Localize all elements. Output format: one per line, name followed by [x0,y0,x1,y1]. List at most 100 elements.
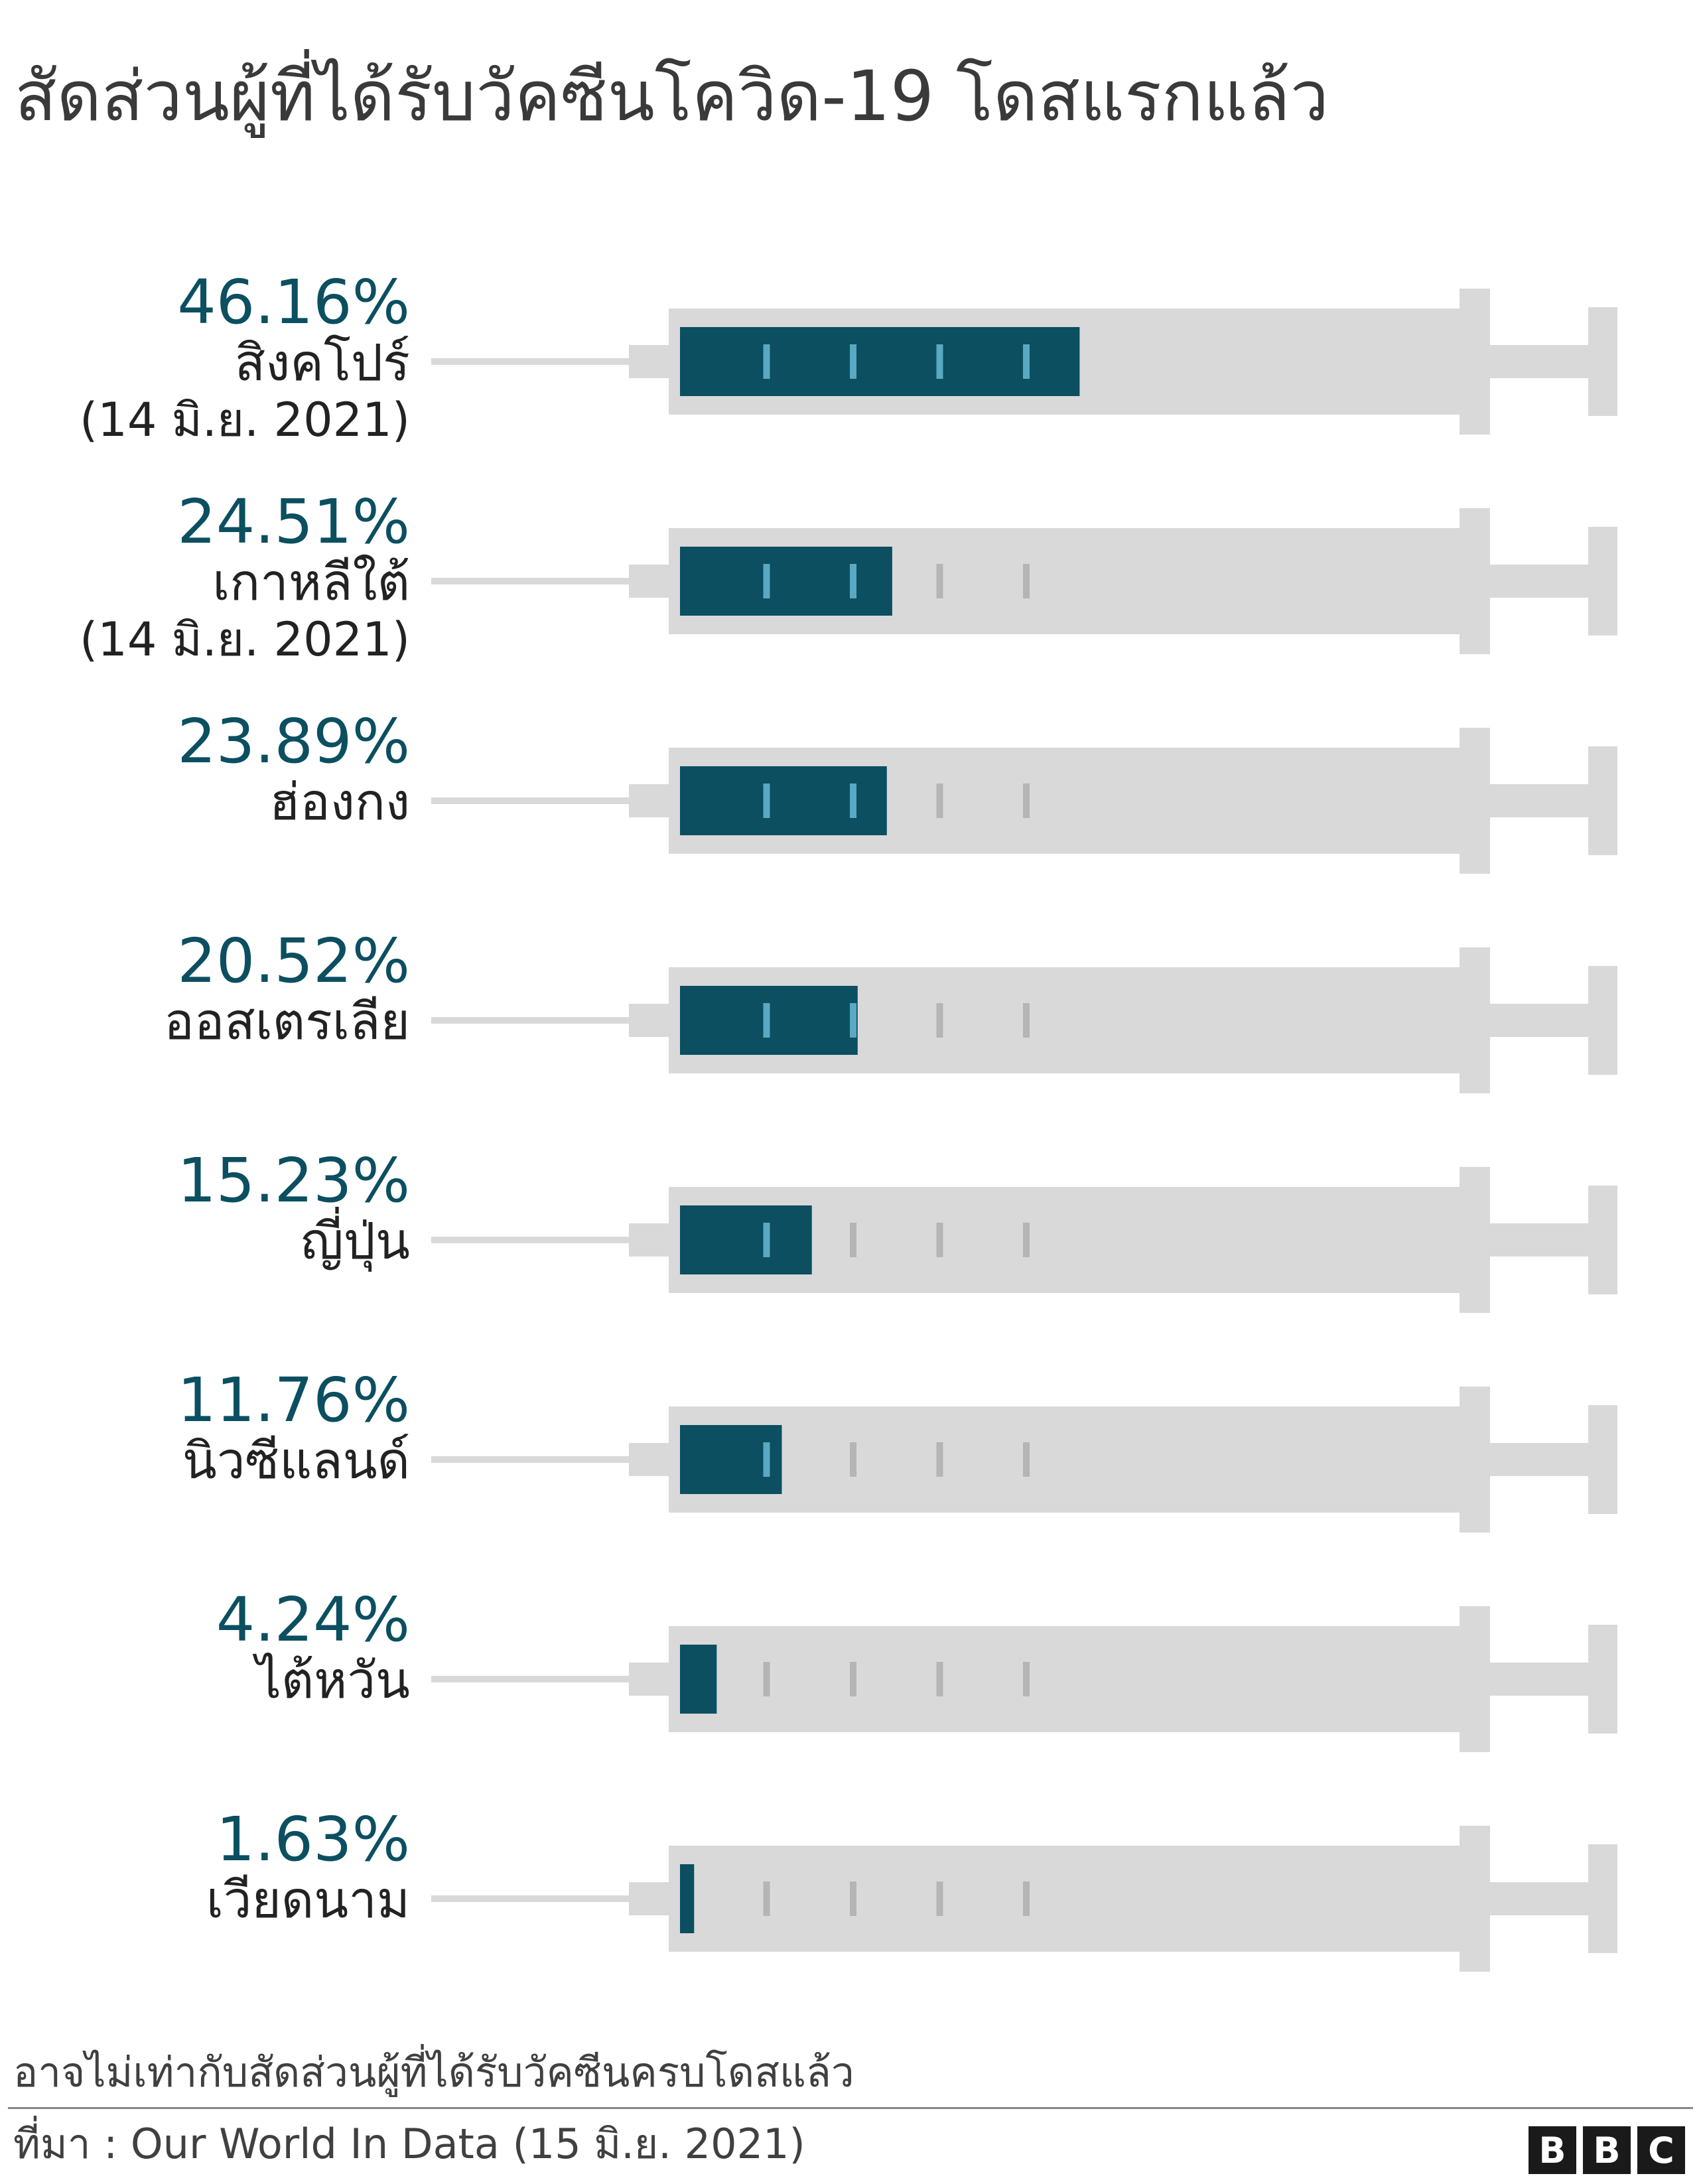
plunger-rod [1489,1223,1592,1257]
syringe-barrel [669,1406,1478,1513]
scale-tick [850,1881,856,1916]
scale-tick [763,1223,770,1257]
bar [680,1864,695,1933]
scale-tick [1023,1223,1030,1257]
plunger-thumb [1588,527,1617,636]
plunger-thumb [1588,1625,1617,1734]
value-label: 23.89% [177,706,410,777]
bbc-logo-letter: B [1583,2126,1631,2174]
scale-tick [1023,564,1030,598]
scale-tick [936,1442,943,1477]
scale-tick [1023,1662,1030,1696]
syringe-flange [1460,508,1490,654]
scale-tick [1023,344,1030,379]
footnote: อาจไม่เท่ากับสัดส่วนผู้ที่ได้รับวัคซีนคร… [13,2048,854,2096]
syringe-flange [1460,947,1490,1093]
category-label: ญี่ปุ่น [301,1207,410,1272]
scale-tick [850,1003,856,1038]
needle [431,1237,630,1243]
syringe-flange [1460,1826,1490,1972]
needle [431,1017,630,1024]
footer-divider [8,2107,1693,2109]
scale-tick [936,1662,943,1696]
value-label: 24.51% [177,486,410,557]
plunger-thumb [1588,307,1617,416]
scale-tick [763,1442,770,1477]
category-label: เกาหลีใต้ [212,553,410,612]
syringe-bar-chart: 46.16%สิงคโปร์(14 มิ.ย. 2021)24.51%เกาหล… [80,267,1617,1972]
needle-hub [629,565,671,598]
scale-tick [850,1223,856,1257]
needle [431,797,630,804]
syringe-barrel [669,1626,1478,1732]
plunger-rod [1489,1443,1592,1476]
scale-tick [1023,1003,1030,1038]
syringe-flange [1460,728,1490,874]
scale-tick [763,1881,770,1916]
scale-tick [763,564,770,598]
scale-tick [850,344,856,379]
scale-tick [1023,1442,1030,1477]
category-label: ไต้หวัน [252,1651,410,1710]
category-label: นิวซีแลนด์ [182,1431,410,1490]
needle [431,578,630,584]
needle-hub [629,1882,671,1915]
category-label: สิงคโปร์ [235,333,410,392]
scale-tick [1023,1881,1030,1916]
value-label: 46.16% [177,267,410,338]
plunger-thumb [1588,1186,1617,1294]
bbc-logo: B B C [1529,2126,1685,2174]
syringe-barrel [669,1846,1478,1952]
value-label: 11.76% [177,1365,410,1436]
needle-hub [629,1443,671,1476]
category-label: เวียดนาม [206,1870,410,1929]
needle [431,1456,630,1463]
plunger-rod [1489,784,1592,817]
bbc-logo-letter: B [1529,2126,1576,2174]
scale-tick [936,1881,943,1916]
bar [680,1645,717,1714]
plunger-rod [1489,1663,1592,1696]
needle-hub [629,1663,671,1696]
needle [431,1676,630,1682]
needle [431,1895,630,1902]
scale-tick [763,344,770,379]
scale-tick [850,564,856,598]
needle-hub [629,784,671,817]
needle-hub [629,1223,671,1257]
scale-tick [936,1003,943,1038]
syringe-flange [1460,1606,1490,1752]
needle-hub [629,1004,671,1037]
value-label: 20.52% [177,925,410,996]
date-note: (14 มิ.ย. 2021) [80,612,410,667]
plunger-thumb [1588,1405,1617,1514]
scale-tick [936,564,943,598]
date-note: (14 มิ.ย. 2021) [80,393,410,447]
needle-hub [629,345,671,378]
bar [680,327,1080,396]
plunger-rod [1489,1882,1592,1915]
scale-tick [850,1442,856,1477]
category-label: ออสเตรเลีย [164,992,410,1051]
plunger-rod [1489,345,1592,378]
plunger-thumb [1588,746,1617,855]
source-note: ที่มา : Our World In Data (15 มิ.ย. 2021… [13,2120,805,2168]
scale-tick [936,1223,943,1257]
value-label: 4.24% [216,1584,410,1655]
value-label: 1.63% [216,1804,410,1875]
syringe-flange [1460,289,1490,435]
scale-tick [936,784,943,818]
scale-tick [850,1662,856,1696]
category-label: ฮ่องกง [269,772,410,831]
scale-tick [936,344,943,379]
plunger-thumb [1588,1844,1617,1953]
syringe-flange [1460,1167,1490,1313]
scale-tick [763,1662,770,1696]
value-label: 15.23% [177,1145,410,1216]
syringe-flange [1460,1387,1490,1533]
scale-tick [763,1003,770,1038]
bar [680,547,892,616]
plunger-thumb [1588,966,1617,1075]
plunger-rod [1489,1004,1592,1037]
needle [431,358,630,365]
